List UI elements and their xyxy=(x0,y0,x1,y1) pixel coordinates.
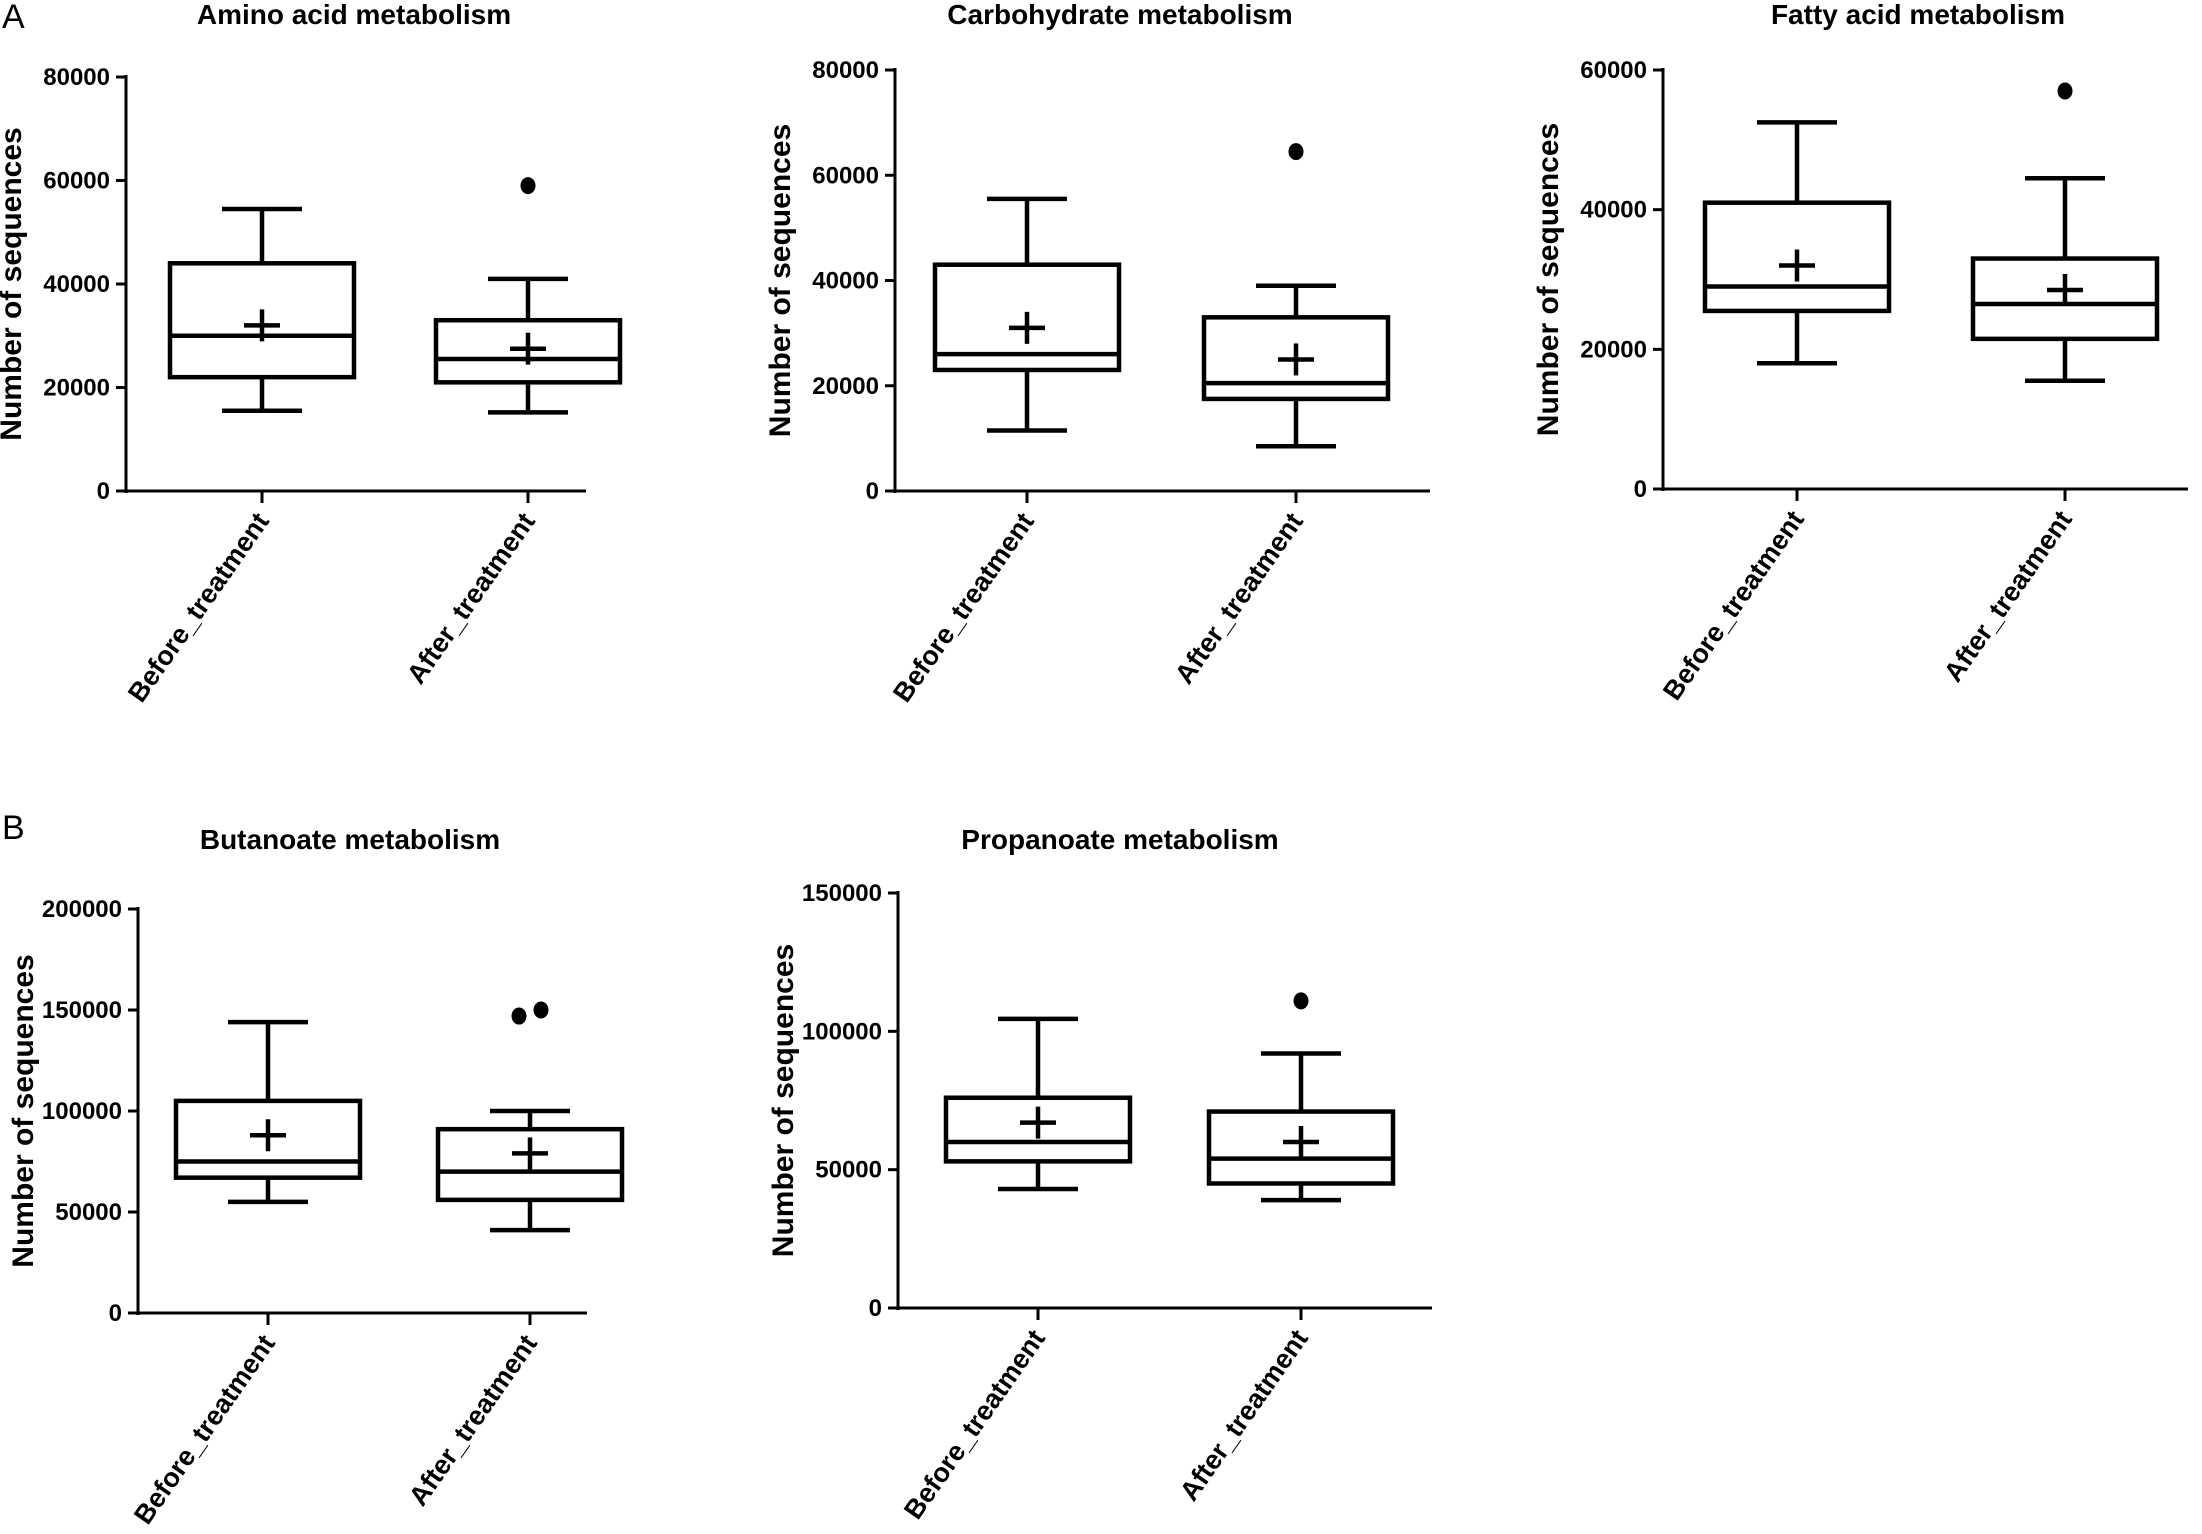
box-2 xyxy=(1206,992,1396,1203)
iqr-box xyxy=(167,261,357,380)
iqr-box xyxy=(943,1095,1133,1164)
iqr-box xyxy=(1206,1109,1396,1186)
box-2 xyxy=(435,1001,625,1233)
chart-title: Amino acid metabolism xyxy=(197,0,511,30)
y-tick-label: 200000 xyxy=(42,896,122,923)
x-category-label: Before_treatment xyxy=(898,1324,1051,1524)
y-tick-label: 0 xyxy=(97,478,110,505)
chart-title: Butanoate metabolism xyxy=(200,824,500,855)
box-2 xyxy=(433,177,623,415)
y-tick-label: 40000 xyxy=(1580,197,1647,224)
outlier-point xyxy=(2057,82,2073,100)
x-category-label: After_treatment xyxy=(401,507,541,689)
box-2 xyxy=(1970,82,2160,384)
x-category-label: After_treatment xyxy=(1174,1324,1314,1506)
y-tick-label: 150000 xyxy=(42,997,122,1024)
chart-1: Amino acid metabolism Number of sequences… xyxy=(0,0,623,708)
box-1 xyxy=(167,206,357,414)
x-category-label: After_treatment xyxy=(1938,505,2078,687)
chart-4: Butanoate metabolism Number of sequences 0… xyxy=(7,824,625,1530)
box-1 xyxy=(173,1019,363,1205)
y-tick-label: 60000 xyxy=(812,162,879,189)
outlier-point xyxy=(511,1007,527,1025)
y-tick-label: 80000 xyxy=(43,64,110,91)
box-1 xyxy=(943,1016,1133,1192)
y-tick-label: 0 xyxy=(866,478,879,505)
y-axis-label: Number of sequences xyxy=(1532,123,1565,436)
outlier-point xyxy=(1288,143,1304,161)
iqr-box xyxy=(932,262,1122,373)
box-1 xyxy=(1702,120,1892,366)
iqr-box xyxy=(1702,200,1892,314)
panel-label-a: A xyxy=(2,0,25,36)
panel-label-b: B xyxy=(2,809,25,847)
y-axis-label: Number of sequences xyxy=(767,944,800,1257)
y-axis-label: Number of sequences xyxy=(0,127,28,440)
outlier-point xyxy=(533,1001,549,1019)
y-tick-label: 60000 xyxy=(43,168,110,195)
outlier-point xyxy=(1293,992,1309,1010)
iqr-box xyxy=(433,317,623,385)
y-tick-label: 100000 xyxy=(802,1018,882,1045)
y-tick-label: 60000 xyxy=(1580,57,1647,84)
x-category-label: Before_treatment xyxy=(128,1329,281,1529)
x-category-label: After_treatment xyxy=(403,1329,543,1511)
y-axis-label: Number of sequences xyxy=(764,124,797,437)
y-tick-label: 40000 xyxy=(812,268,879,295)
box-2 xyxy=(1201,143,1391,449)
y-tick-label: 0 xyxy=(1634,476,1647,503)
x-category-label: Before_treatment xyxy=(1657,505,1810,705)
x-category-label: Before_treatment xyxy=(887,507,1040,707)
y-tick-label: 80000 xyxy=(812,57,879,84)
y-tick-label: 20000 xyxy=(43,375,110,402)
iqr-box xyxy=(173,1098,363,1180)
y-tick-label: 20000 xyxy=(1580,336,1647,363)
y-tick-label: 50000 xyxy=(815,1157,882,1184)
x-category-label: After_treatment xyxy=(1169,507,1309,689)
y-axis-label: Number of sequences xyxy=(7,954,40,1267)
chart-3: Fatty acid metabolism Number of sequences… xyxy=(1532,0,2188,706)
y-tick-label: 150000 xyxy=(802,880,882,907)
iqr-box xyxy=(1970,256,2160,342)
chart-title: Carbohydrate metabolism xyxy=(947,0,1292,30)
iqr-box xyxy=(435,1126,625,1203)
y-tick-label: 100000 xyxy=(42,1098,122,1125)
chart-2: Carbohydrate metabolism Number of sequenc… xyxy=(764,0,1430,708)
chart-title: Fatty acid metabolism xyxy=(1771,0,2065,30)
y-tick-label: 50000 xyxy=(55,1199,122,1226)
box-1 xyxy=(932,196,1122,433)
chart-5: Propanoate metabolism Number of sequences… xyxy=(767,824,1432,1525)
y-tick-label: 20000 xyxy=(812,373,879,400)
y-tick-label: 0 xyxy=(109,1300,122,1327)
x-category-label: Before_treatment xyxy=(122,507,275,707)
outlier-point xyxy=(520,177,536,195)
y-tick-label: 40000 xyxy=(43,271,110,298)
chart-title: Propanoate metabolism xyxy=(961,824,1278,855)
y-tick-label: 0 xyxy=(869,1295,882,1322)
iqr-box xyxy=(1201,315,1391,402)
